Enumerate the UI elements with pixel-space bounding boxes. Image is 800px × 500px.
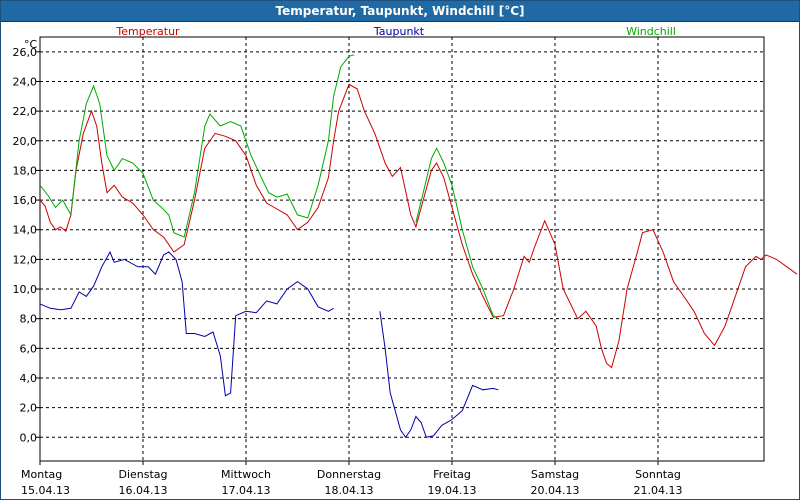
y-tick-label: 10,0 <box>13 283 38 296</box>
x-tick-date: 16.04.13 <box>119 484 168 497</box>
x-tick-day: Freitag <box>433 468 471 481</box>
x-tick-day: Donnerstag <box>317 468 381 481</box>
x-tick-day: Dienstag <box>118 468 167 481</box>
y-axis-unit: °C <box>24 38 38 51</box>
x-tick-date: 19.04.13 <box>428 484 477 497</box>
y-tick-label: 16,0 <box>13 194 38 207</box>
y-tick-label: 0,0 <box>20 431 38 444</box>
y-tick-label: 22,0 <box>13 105 38 118</box>
x-tick-date: 21.04.13 <box>634 484 683 497</box>
y-tick-label: 6,0 <box>20 342 38 355</box>
y-tick-label: 2,0 <box>20 402 38 415</box>
x-tick-day: Montag <box>21 468 62 481</box>
x-tick-day: Mittwoch <box>221 468 271 481</box>
y-tick-label: 24,0 <box>13 75 38 88</box>
series-line-temperatur-0 <box>39 83 798 369</box>
x-tick-date: 18.04.13 <box>325 484 374 497</box>
plot-area <box>39 36 765 462</box>
chart-title: Temperatur, Taupunkt, Windchill [°C] <box>1 1 799 22</box>
x-tick-date: 17.04.13 <box>222 484 271 497</box>
x-axis: Montag 15.04.13 Dienstag 16.04.13 Mittwoch 17… <box>21 461 682 497</box>
legend-temperatur: Temperatur <box>115 25 180 38</box>
legend-taupunkt: Taupunkt <box>373 25 425 38</box>
x-tick-date: 15.04.13 <box>21 484 70 497</box>
legend-windchill: Windchill <box>626 25 676 38</box>
series-lines <box>39 54 798 439</box>
y-tick-label: 18,0 <box>13 164 38 177</box>
x-tick-day: Sonntag <box>635 468 681 481</box>
series-line-windchill-0 <box>39 54 355 238</box>
y-axis: 0,0 2,0 4,0 6,0 8,0 10,0 12,0 14,0 16,0 18,0 20,0 2… <box>13 46 40 444</box>
series-line-taupunkt-0 <box>39 250 334 397</box>
y-tick-label: 4,0 <box>20 372 38 385</box>
grid <box>40 37 764 461</box>
y-tick-label: 26,0 <box>13 46 38 59</box>
y-tick-label: 14,0 <box>13 224 38 237</box>
series-line-windchill-1 <box>415 147 499 320</box>
y-tick-label: 8,0 <box>20 313 38 326</box>
y-tick-label: 20,0 <box>13 135 38 148</box>
series-line-taupunkt-1 <box>379 311 499 439</box>
x-tick-day: Samstag <box>531 468 579 481</box>
x-tick-date: 20.04.13 <box>531 484 580 497</box>
y-tick-label: 12,0 <box>13 253 38 266</box>
